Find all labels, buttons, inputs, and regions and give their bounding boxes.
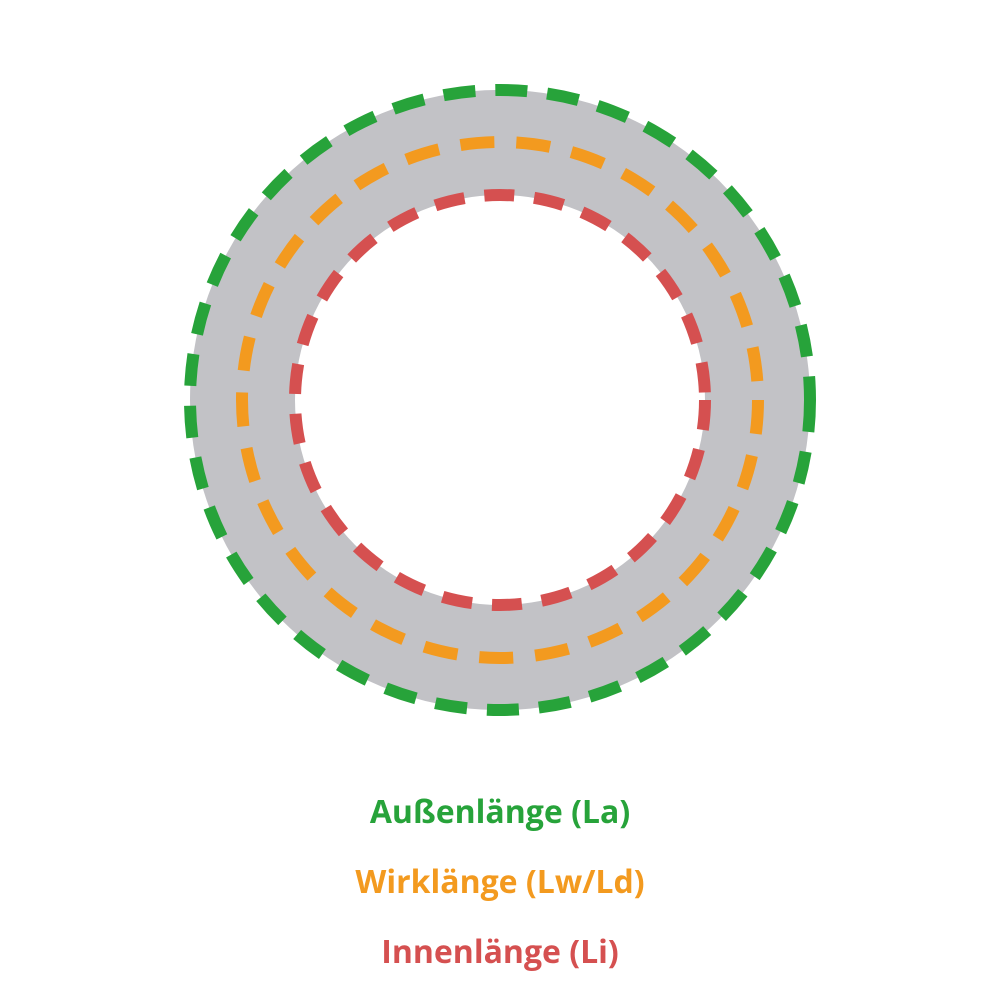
legend-middle-label: Wirklänge (Lw/Ld) [355,860,644,903]
belt-ring-diagram [0,0,1000,1000]
legend-inner: Innenlänge (Li) [0,930,1000,973]
diagram-stage: Außenlänge (La) Wirklänge (Lw/Ld) Innenl… [0,0,1000,1000]
legend-outer-label: Außenlänge (La) [370,790,630,833]
legend-middle: Wirklänge (Lw/Ld) [0,860,1000,903]
legend-outer: Außenlänge (La) [0,790,1000,833]
legend-inner-label: Innenlänge (Li) [381,930,619,973]
